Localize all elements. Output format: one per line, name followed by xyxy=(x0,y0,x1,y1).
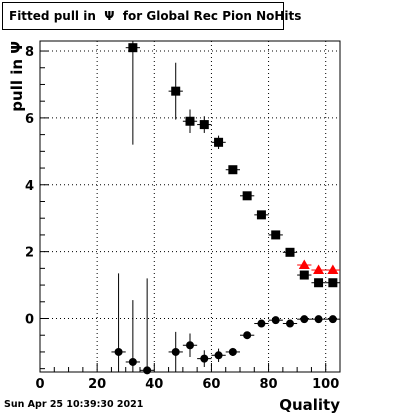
series-square xyxy=(125,41,340,288)
series-triangle xyxy=(297,259,340,275)
x-axis-label: Quality xyxy=(279,396,340,414)
data-point-square xyxy=(314,278,324,288)
axis-ticks: 0 20 40 60 80 100 0 2 4 6 8 xyxy=(25,45,341,392)
data-series xyxy=(111,41,340,375)
data-point-circle xyxy=(143,366,152,375)
data-point-square xyxy=(328,278,338,288)
y-tick-label: 6 xyxy=(25,112,34,127)
data-point-circle xyxy=(171,347,180,356)
data-point-square xyxy=(242,191,252,201)
data-point-circle xyxy=(228,347,237,356)
data-point-circle xyxy=(214,351,223,360)
y-tick-label: 0 xyxy=(25,313,34,328)
x-tick-label: 20 xyxy=(88,377,106,392)
x-tick-label: 100 xyxy=(312,377,339,392)
data-point-circle xyxy=(186,341,194,350)
data-point-square xyxy=(171,86,181,96)
y-tick-label: 4 xyxy=(25,179,34,194)
data-point-square xyxy=(299,270,309,280)
data-point-square xyxy=(256,210,266,220)
data-point-circle xyxy=(300,315,309,324)
data-point-square xyxy=(128,43,138,53)
data-point-circle xyxy=(114,347,123,356)
data-point-circle xyxy=(243,331,252,340)
timestamp: Sun Apr 25 10:39:30 2021 xyxy=(4,399,144,410)
x-tick-label: 0 xyxy=(35,377,44,392)
data-point-circle xyxy=(314,315,323,324)
plot-frame xyxy=(39,40,341,373)
data-point-square xyxy=(185,116,195,126)
data-point-circle xyxy=(271,316,280,325)
x-tick-label: 40 xyxy=(145,377,163,392)
data-point-square xyxy=(271,230,281,240)
y-tick-label: 8 xyxy=(25,45,34,60)
data-point-square xyxy=(199,120,209,130)
grid-lines xyxy=(40,41,340,372)
data-point-triangle xyxy=(313,264,325,275)
x-tick-label: 60 xyxy=(202,377,220,392)
series-circle xyxy=(111,273,340,375)
data-point-square xyxy=(214,137,224,147)
data-point-triangle xyxy=(327,264,339,275)
data-point-square xyxy=(285,247,295,257)
data-point-square xyxy=(228,165,238,175)
y-tick-label: 2 xyxy=(25,246,34,261)
y-axis-label: pull in Ψ xyxy=(8,41,26,112)
data-point-circle xyxy=(286,319,294,328)
data-point-triangle xyxy=(298,259,310,270)
data-point-circle xyxy=(328,315,337,324)
x-tick-label: 80 xyxy=(260,377,278,392)
data-point-circle xyxy=(257,319,266,328)
data-point-circle xyxy=(128,357,137,366)
data-point-circle xyxy=(200,354,209,363)
chart-title: Fitted pull in Ψ for Global Rec Pion NoH… xyxy=(2,2,301,30)
